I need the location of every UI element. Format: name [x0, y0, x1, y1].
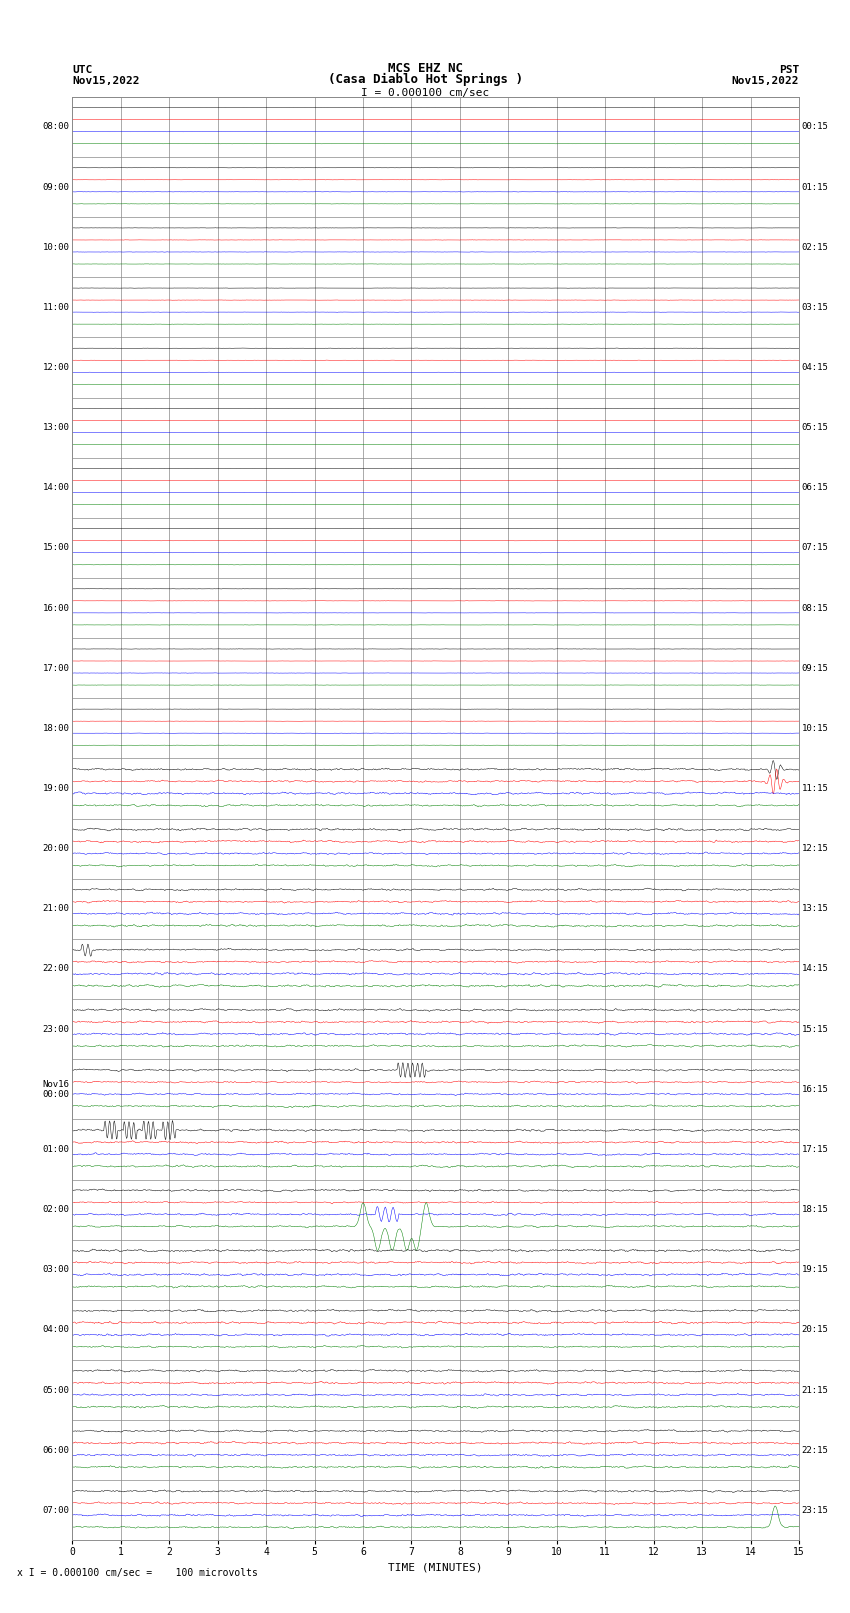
Text: I = 0.000100 cm/sec: I = 0.000100 cm/sec [361, 87, 489, 97]
Text: Nov15,2022: Nov15,2022 [732, 76, 799, 85]
Text: UTC: UTC [72, 65, 93, 76]
Text: x I = 0.000100 cm/sec =    100 microvolts: x I = 0.000100 cm/sec = 100 microvolts [17, 1568, 258, 1578]
Text: PST: PST [779, 65, 799, 76]
X-axis label: TIME (MINUTES): TIME (MINUTES) [388, 1563, 483, 1573]
Text: (Casa Diablo Hot Springs ): (Casa Diablo Hot Springs ) [327, 73, 523, 85]
Text: MCS EHZ NC: MCS EHZ NC [388, 61, 462, 76]
Text: Nov15,2022: Nov15,2022 [72, 76, 139, 85]
